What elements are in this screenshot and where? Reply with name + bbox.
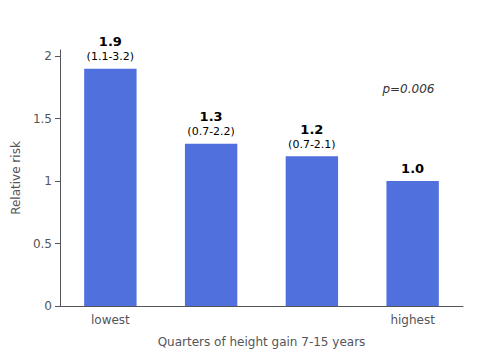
svg-text:Quarters of height gain 7-15 y: Quarters of height gain 7-15 years	[158, 335, 366, 349]
svg-text:lowest: lowest	[91, 313, 130, 327]
svg-text:(0.7-2.1): (0.7-2.1)	[288, 138, 336, 151]
svg-text:(0.7-2.2): (0.7-2.2)	[187, 125, 235, 138]
svg-text:2: 2	[44, 49, 52, 63]
svg-text:1.5: 1.5	[33, 112, 52, 126]
svg-text:0: 0	[44, 299, 52, 313]
svg-text:p=0.006: p=0.006	[381, 82, 434, 96]
svg-text:highest: highest	[390, 313, 435, 327]
svg-text:1: 1	[44, 174, 52, 188]
svg-text:(1.1-3.2): (1.1-3.2)	[87, 50, 135, 63]
svg-text:1.2: 1.2	[300, 122, 323, 137]
svg-text:0.5: 0.5	[33, 237, 52, 251]
svg-text:1.9: 1.9	[99, 34, 122, 49]
svg-text:1.3: 1.3	[200, 109, 223, 124]
svg-text:Relative risk: Relative risk	[9, 141, 23, 215]
svg-text:1.0: 1.0	[401, 161, 424, 176]
